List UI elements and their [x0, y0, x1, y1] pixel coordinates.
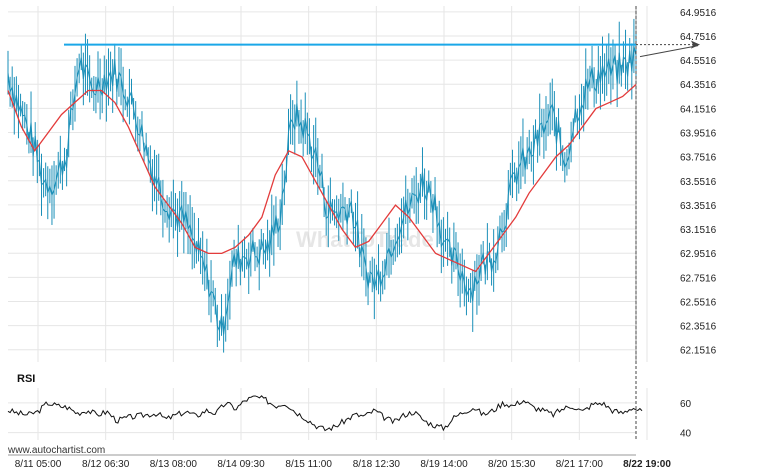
rsi-tick-label: 60 [680, 399, 692, 410]
x-tick-label: 8/21 17:00 [556, 459, 604, 470]
rsi-series [7, 395, 643, 432]
rsi-title: RSI [17, 373, 35, 385]
y-tick-label: 62.5516 [680, 297, 717, 308]
y-tick-label: 63.5516 [680, 177, 717, 188]
y-tick-label: 64.3516 [680, 80, 717, 91]
price-line [7, 45, 637, 335]
rsi-tick-label: 40 [680, 429, 692, 440]
x-tick-label: 8/22 19:00 [623, 459, 671, 470]
x-tick-label: 8/20 15:30 [488, 459, 536, 470]
ma-line [7, 83, 637, 273]
forecast-arrow [639, 45, 699, 58]
y-tick-label: 64.1516 [680, 104, 717, 115]
rsi-tick-labels: 60 40 [680, 399, 692, 440]
y-tick-label: 63.1516 [680, 225, 717, 236]
y-tick-label: 62.1516 [680, 346, 717, 357]
x-tick-label: 8/13 08:00 [150, 459, 198, 470]
y-tick-label: 64.5516 [680, 56, 717, 67]
y-tick-label: 64.9516 [680, 8, 717, 19]
y-tick-label: 62.9516 [680, 249, 717, 260]
credit-text: www.autochartist.com [7, 445, 105, 456]
rsi-line [7, 395, 643, 432]
x-tick-label: 8/11 05:00 [15, 459, 62, 470]
x-tick-label: 8/18 12:30 [353, 459, 401, 470]
rsi-grid [8, 388, 648, 440]
y-tick-label: 63.3516 [680, 201, 717, 212]
watermark: WhatToTrade [296, 227, 434, 252]
resistance-line [64, 6, 700, 440]
x-tick-label: 8/15 11:00 [285, 459, 332, 470]
x-tick-label: 8/12 06:30 [82, 459, 130, 470]
price-series [7, 18, 637, 353]
x-tick-labels: 8/11 05:00 8/12 06:30 8/13 08:00 8/14 09:30… [15, 459, 672, 470]
y-tick-label: 63.7516 [680, 153, 717, 164]
y-tick-label: 63.9516 [680, 129, 717, 140]
arrowhead [691, 40, 700, 49]
moving-average-series [7, 83, 637, 273]
x-tick-label: 8/14 09:30 [217, 459, 265, 470]
y-tick-labels: 64.9516 64.7516 64.5516 64.3516 64.1516 63.95… [680, 8, 717, 357]
x-tick-label: 8/19 14:00 [420, 459, 468, 470]
y-tick-label: 64.7516 [680, 32, 717, 43]
y-tick-label: 62.7516 [680, 273, 717, 284]
y-tick-label: 62.3516 [680, 322, 717, 333]
